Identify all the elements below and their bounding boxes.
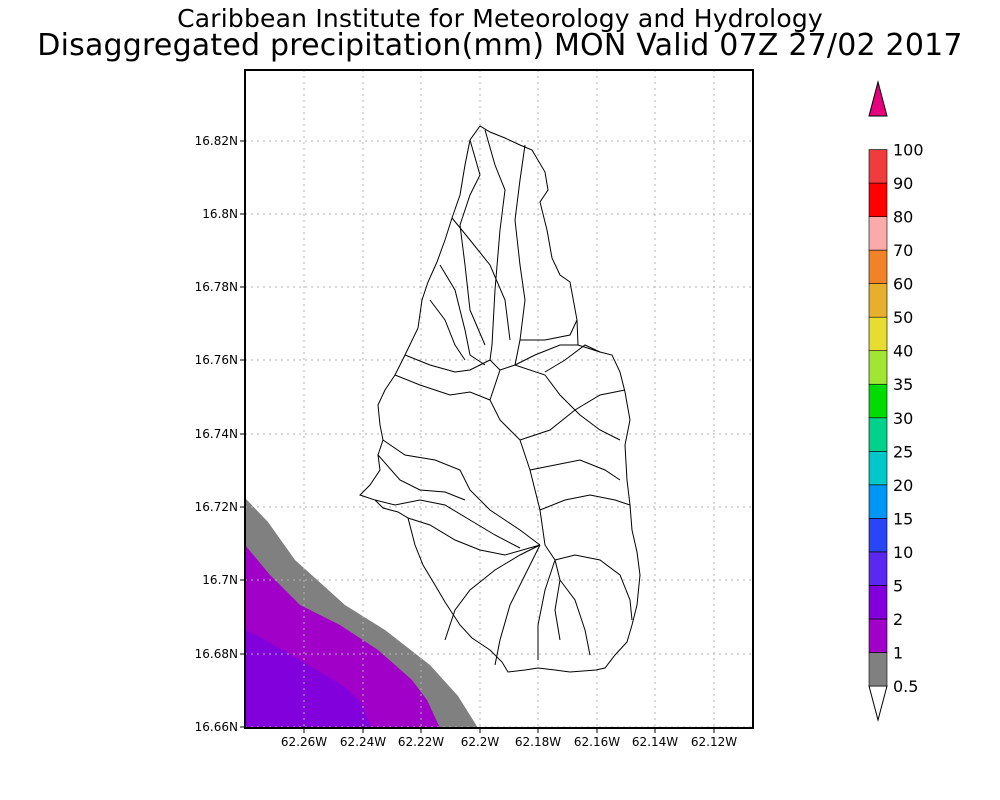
lon-tick-label: 62.16W xyxy=(574,735,620,749)
lon-tick-label: 62.14W xyxy=(632,735,678,749)
colorbar-segment xyxy=(868,316,888,352)
colorbar-label: 20 xyxy=(893,476,913,495)
colorbar-segment xyxy=(868,216,888,251)
colorbar-label: 2 xyxy=(893,610,903,629)
colorbar-under-arrow xyxy=(868,685,888,722)
colorbar-segment xyxy=(868,618,888,653)
island-coastline xyxy=(359,125,641,673)
colorbar-label: 40 xyxy=(893,342,913,361)
lat-tick-label: 16.8N xyxy=(202,207,238,221)
lat-tick-label: 16.74N xyxy=(195,427,238,441)
colorbar-segment xyxy=(868,182,888,217)
colorbar-segment xyxy=(868,484,888,519)
chart-title-line-1: Caribbean Institute for Meteorology and … xyxy=(177,4,823,33)
colorbar-label: 50 xyxy=(893,308,913,327)
island-outline xyxy=(359,125,641,673)
colorbar-label: 30 xyxy=(893,409,913,428)
lat-tick-label: 16.72N xyxy=(195,500,238,514)
lat-tick-label: 16.7N xyxy=(202,573,238,587)
watershed-lines xyxy=(374,129,633,666)
map-frame xyxy=(244,69,754,729)
lon-tick-label: 62.18W xyxy=(515,735,561,749)
colorbar-label: 60 xyxy=(893,275,913,294)
colorbar-label: 100 xyxy=(893,141,924,160)
colorbar-label: 80 xyxy=(893,208,913,227)
colorbar-label: 15 xyxy=(893,509,913,528)
colorbar-segment xyxy=(868,249,888,284)
colorbar-label: 0.5 xyxy=(893,677,918,696)
lon-tick-label: 62.2W xyxy=(461,735,500,749)
lon-tick-label: 62.24W xyxy=(340,735,386,749)
lat-tick-label: 16.68N xyxy=(195,647,238,661)
colorbar-segment xyxy=(868,585,888,620)
colorbar-segment xyxy=(868,149,888,184)
colorbar-label: 1 xyxy=(893,643,903,662)
lat-tick-label: 16.66N xyxy=(195,720,238,734)
colorbar-segment xyxy=(868,518,888,553)
longitude-tick-labels: 62.26W 62.24W 62.22W 62.2W 62.18W 62.16W 62.14… xyxy=(281,728,737,749)
lat-tick-label: 16.82N xyxy=(195,134,238,148)
colorbar-label: 25 xyxy=(893,442,913,461)
colorbar-segment xyxy=(868,283,888,318)
colorbar-segment xyxy=(868,652,888,687)
colorbar-segment xyxy=(868,450,888,486)
lat-tick-label: 16.76N xyxy=(195,353,238,367)
lat-tick-label: 16.78N xyxy=(195,280,238,294)
colorbar-label: 5 xyxy=(893,576,903,595)
colorbar-segment xyxy=(868,350,888,385)
colorbar-label: 10 xyxy=(893,543,913,562)
colorbar-label: 90 xyxy=(893,174,913,193)
colorbar-over-arrow xyxy=(868,80,888,117)
lon-tick-label: 62.12W xyxy=(691,735,737,749)
chart-title-line-2: Disaggregated precipitation(mm) MON Vali… xyxy=(37,28,963,63)
colorbar-segment xyxy=(868,417,888,452)
lon-tick-label: 62.26W xyxy=(281,735,327,749)
colorbar-segment xyxy=(868,551,888,586)
colorbar-segment xyxy=(868,383,888,419)
latitude-tick-labels: 16.82N 16.8N 16.78N 16.76N 16.74N 16.72N 16.7N… xyxy=(195,134,245,734)
colorbar-label: 35 xyxy=(893,375,913,394)
colorbar-label: 70 xyxy=(893,241,913,260)
lon-tick-label: 62.22W xyxy=(398,735,444,749)
